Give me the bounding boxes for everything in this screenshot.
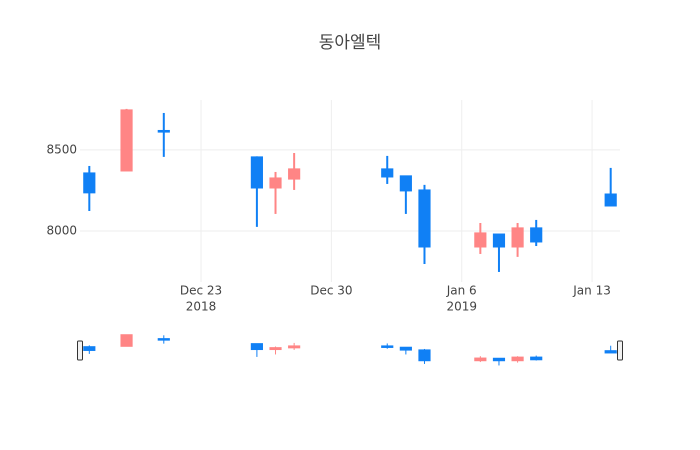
slider-handle (77, 340, 83, 361)
candle-body (157, 129, 170, 133)
slider-candle-body (492, 357, 506, 362)
x-tick-label: Dec 30 (310, 284, 352, 298)
candle-body (530, 227, 543, 243)
candle-body (418, 189, 431, 248)
candle-body (250, 156, 263, 189)
candle-body (269, 177, 282, 189)
y-tick-label: 8500 (46, 142, 77, 156)
candle-body (381, 168, 394, 178)
slider-candle-body (288, 345, 301, 349)
slider-candle-body (83, 346, 96, 351)
slider-handle (617, 340, 623, 361)
slider-candle-body (418, 349, 431, 362)
candle-body (83, 172, 96, 194)
candle-body (288, 168, 301, 180)
slider-candle-body (250, 343, 263, 351)
slider-candle-body (120, 334, 133, 347)
slider-candle-body (474, 357, 487, 362)
x-tick-year: 2019 (446, 300, 477, 314)
slider-candle-body (511, 356, 524, 362)
slider-candle-body (399, 346, 412, 351)
x-tick-label: Jan 13 (572, 284, 611, 298)
candle-body (511, 227, 524, 248)
slider-candle-body (604, 350, 617, 354)
y-tick-label: 8000 (46, 223, 77, 237)
candle-body (120, 109, 133, 172)
candle-body (492, 233, 506, 248)
candle-body (604, 193, 617, 207)
x-tick-year: 2018 (186, 300, 217, 314)
chart-title: 동아엘텍 (319, 33, 382, 53)
x-tick-label: Jan 6 (446, 284, 477, 298)
slider-candle-body (269, 347, 282, 351)
candle-body (399, 175, 412, 192)
slider-candle-body (157, 338, 170, 341)
candle-body (474, 232, 487, 248)
x-tick-label: Dec 23 (180, 284, 222, 298)
slider-candle-body (530, 356, 543, 361)
slider-candle-body (381, 345, 394, 348)
